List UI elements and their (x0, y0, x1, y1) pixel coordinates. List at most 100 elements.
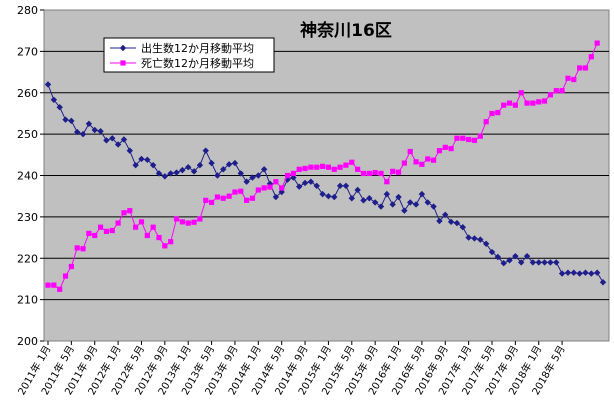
data-point (115, 220, 121, 226)
data-point (179, 166, 186, 174)
data-point (530, 100, 536, 106)
legend-entry: 死亡数12か月移動平均 (110, 56, 254, 70)
data-point (471, 235, 478, 242)
data-point (371, 199, 379, 206)
data-point (577, 65, 583, 71)
y-tick-label: 210 (17, 294, 38, 307)
data-point (547, 92, 554, 98)
data-point (267, 184, 273, 190)
data-point (378, 170, 384, 177)
data-point (390, 168, 396, 174)
data-point (284, 172, 291, 179)
data-point (132, 161, 139, 169)
data-point (225, 161, 233, 168)
data-point (337, 164, 343, 170)
data-point (150, 224, 156, 230)
data-point (114, 141, 122, 148)
data-point (97, 224, 104, 230)
data-point (208, 199, 215, 205)
data-point (482, 240, 490, 247)
data-point (384, 179, 390, 185)
data-point (383, 190, 391, 198)
data-point (179, 219, 185, 225)
data-point (138, 155, 145, 163)
data-point (144, 232, 150, 239)
data-point (97, 128, 104, 135)
legend-label: 死亡数12か月移動平均 (141, 56, 254, 70)
data-point (553, 88, 559, 94)
data-point (325, 164, 332, 170)
data-point (448, 146, 454, 152)
data-point (51, 282, 57, 288)
data-point (45, 282, 51, 288)
data-point (407, 148, 413, 155)
data-point (436, 217, 443, 225)
data-point (541, 259, 548, 266)
data-point (85, 120, 93, 127)
data-point (466, 136, 472, 143)
data-point (325, 192, 332, 200)
data-point (238, 188, 244, 194)
data-point (103, 137, 110, 144)
data-point (109, 227, 115, 234)
data-point (86, 230, 92, 237)
data-point (512, 252, 519, 260)
data-point (558, 270, 566, 277)
data-point (442, 144, 448, 150)
data-point (44, 81, 52, 88)
data-point (349, 159, 355, 165)
data-point (500, 260, 507, 267)
data-point (226, 193, 232, 199)
series-layer (44, 40, 607, 292)
y-tick-label: 280 (17, 4, 38, 17)
y-tick-label: 270 (17, 45, 38, 58)
data-point (366, 170, 372, 177)
data-point (103, 228, 110, 234)
data-point (593, 269, 601, 276)
data-point (436, 148, 443, 154)
data-point (161, 173, 169, 180)
series-2 (45, 40, 600, 292)
data-point (255, 172, 262, 179)
data-point (220, 195, 226, 201)
data-point (133, 224, 139, 230)
data-point (588, 54, 594, 60)
data-point (62, 116, 69, 123)
data-point (447, 218, 455, 226)
data-point (564, 269, 572, 276)
data-point (465, 234, 472, 241)
data-point (56, 104, 63, 111)
data-point (541, 98, 548, 104)
data-point (272, 193, 280, 201)
data-point (79, 130, 87, 138)
data-point (308, 164, 314, 170)
data-point (237, 170, 244, 177)
data-point (261, 185, 267, 191)
data-point (471, 137, 478, 143)
legend-label: 出生数12か月移動平均 (141, 41, 254, 55)
data-point (255, 187, 261, 193)
data-point (395, 169, 402, 175)
data-point (149, 161, 157, 169)
data-point (214, 172, 221, 179)
data-point (185, 220, 191, 226)
y-tick-label: 220 (17, 252, 38, 265)
data-point (214, 194, 221, 200)
data-point (360, 197, 367, 204)
data-point (302, 165, 308, 172)
data-point (413, 159, 419, 165)
data-point (244, 197, 250, 203)
data-point (535, 259, 542, 266)
data-point (314, 164, 320, 170)
data-point (74, 245, 80, 251)
data-point (488, 248, 496, 256)
data-point (156, 234, 162, 241)
data-point (430, 203, 437, 210)
y-tick-label: 240 (17, 170, 38, 183)
data-point (570, 269, 577, 276)
data-point (407, 199, 414, 206)
data-point (582, 269, 589, 276)
data-point (501, 102, 507, 108)
data-point (109, 135, 116, 142)
